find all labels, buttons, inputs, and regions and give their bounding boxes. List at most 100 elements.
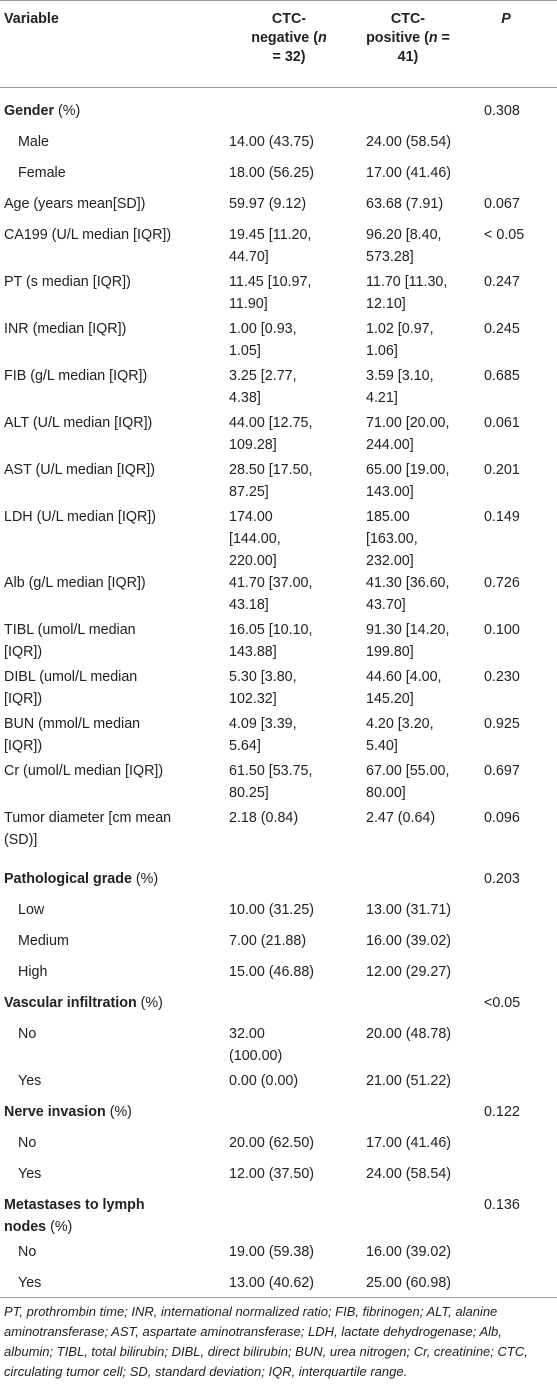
variable-label: No [18, 1135, 37, 1151]
section-label: Nerve invasion (%) [4, 1104, 132, 1120]
p-value: 0.136 [484, 1197, 520, 1213]
header-ctc-positive-line3: 41) [397, 49, 419, 65]
ctc-positive-value: 67.00 [55.00, 80.00] [366, 763, 450, 801]
variable-label: Alb (g/L median [IQR]) [4, 575, 146, 591]
ctc-negative-value: 20.00 (62.50) [229, 1135, 315, 1151]
section-label: Pathological grade (%) [4, 871, 159, 887]
variable-label: INR (median [IQR]) [4, 321, 127, 337]
ctc-negative-value: 0.00 (0.00) [229, 1073, 299, 1089]
ctc-negative-value: 19.00 (59.38) [229, 1244, 315, 1260]
ctc-positive-value: 2.47 (0.64) [366, 810, 436, 826]
p-value: 0.201 [484, 462, 520, 478]
ctc-positive-value: 41.30 [36.60, 43.70] [366, 575, 450, 613]
ctc-negative-value: 13.00 (40.62) [229, 1275, 315, 1291]
ctc-negative-value: 59.97 (9.12) [229, 196, 307, 212]
header-ctc-negative-line3: = 32) [272, 49, 306, 65]
ctc-negative-value: 14.00 (43.75) [229, 134, 315, 150]
header-rule [0, 87, 557, 88]
p-value: 0.247 [484, 274, 520, 290]
variable-label: LDH (U/L median [IQR]) [4, 509, 157, 525]
ctc-negative-value: 10.00 (31.25) [229, 902, 315, 918]
variable-label: Yes [18, 1073, 42, 1089]
p-value: 0.697 [484, 763, 520, 779]
ctc-positive-value: 63.68 (7.91) [366, 196, 444, 212]
ctc-positive-value: 96.20 [8.40, 573.28] [366, 227, 442, 265]
ctc-positive-value: 12.00 (29.27) [366, 964, 452, 980]
variable-label: High [18, 964, 48, 980]
header-p-value: P [501, 11, 511, 27]
ctc-negative-value: 1.00 [0.93, 1.05] [229, 321, 297, 359]
p-value: 0.230 [484, 669, 520, 685]
p-value: 0.100 [484, 622, 520, 638]
variable-label: PT (s median [IQR]) [4, 274, 131, 290]
variable-label: CA199 (U/L median [IQR]) [4, 227, 172, 243]
ctc-negative-value: 7.00 (21.88) [229, 933, 307, 949]
ctc-negative-value: 41.70 [37.00, 43.18] [229, 575, 313, 613]
section-label: Gender (%) [4, 103, 81, 119]
variable-label: ALT (U/L median [IQR]) [4, 415, 153, 431]
variable-label: Yes [18, 1166, 42, 1182]
ctc-positive-value: 17.00 (41.46) [366, 165, 452, 181]
section-label: Vascular infiltration (%) [4, 995, 163, 1011]
ctc-positive-value: 24.00 (58.54) [366, 134, 452, 150]
ctc-positive-value: 185.00 [163.00, 232.00] [366, 509, 418, 569]
ctc-negative-value: 15.00 (46.88) [229, 964, 315, 980]
p-value: <0.05 [484, 995, 521, 1011]
variable-label: No [18, 1026, 37, 1042]
variable-label: No [18, 1244, 37, 1260]
p-value: 0.685 [484, 368, 520, 384]
p-value: 0.925 [484, 716, 520, 732]
ctc-negative-value: 4.09 [3.39, 5.64] [229, 716, 297, 754]
ctc-negative-value: 61.50 [53.75, 80.25] [229, 763, 313, 801]
ctc-positive-value: 21.00 (51.22) [366, 1073, 452, 1089]
ctc-positive-value: 25.00 (60.98) [366, 1275, 452, 1291]
ctc-positive-value: 24.00 (58.54) [366, 1166, 452, 1182]
header-ctc-negative: CTC- negative (n = 32) [225, 10, 353, 67]
variable-label: BUN (mmol/L median [IQR]) [4, 716, 141, 754]
ctc-positive-value: 71.00 [20.00, 244.00] [366, 415, 450, 453]
ctc-negative-value: 3.25 [2.77, 4.38] [229, 368, 297, 406]
variable-label: Cr (umol/L median [IQR]) [4, 763, 164, 779]
p-value: 0.308 [484, 103, 520, 119]
variable-label: Low [18, 902, 45, 918]
p-value: 0.149 [484, 509, 520, 525]
ctc-negative-value: 174.00 [144.00, 220.00] [229, 509, 281, 569]
ctc-negative-value: 44.00 [12.75, 109.28] [229, 415, 313, 453]
ctc-positive-value: 16.00 (39.02) [366, 1244, 452, 1260]
section-label: Metastases to lymph nodes (%) [4, 1197, 145, 1235]
header-ctc-positive: CTC- positive (n = 41) [359, 10, 457, 67]
ctc-negative-value: 28.50 [17.50, 87.25] [229, 462, 313, 500]
header-variable: Variable [4, 11, 59, 27]
variable-label: FIB (g/L median [IQR]) [4, 368, 148, 384]
ctc-positive-value: 4.20 [3.20, 5.40] [366, 716, 434, 754]
variable-label: Medium [18, 933, 69, 949]
variable-label: Tumor diameter [cm mean (SD)] [4, 810, 172, 848]
ctc-positive-value: 17.00 (41.46) [366, 1135, 452, 1151]
table-bottom-rule [0, 1297, 557, 1298]
ctc-negative-value: 32.00 (100.00) [229, 1026, 283, 1064]
ctc-positive-value: 11.70 [11.30, 12.10] [366, 274, 448, 312]
p-value: 0.122 [484, 1104, 520, 1120]
ctc-positive-value: 20.00 (48.78) [366, 1026, 452, 1042]
ctc-positive-value: 44.60 [4.00, 145.20] [366, 669, 442, 707]
variable-label: DIBL (umol/L median [IQR]) [4, 669, 138, 707]
table-top-rule [0, 0, 557, 1]
ctc-negative-value: 5.30 [3.80, 102.32] [229, 669, 297, 707]
ctc-positive-value: 91.30 [14.20, 199.80] [366, 622, 450, 660]
header-ctc-positive-line1: CTC- [390, 11, 426, 27]
header-ctc-negative-line1: CTC- [271, 11, 307, 27]
ctc-negative-value: 12.00 (37.50) [229, 1166, 315, 1182]
ctc-negative-value: 2.18 (0.84) [229, 810, 299, 826]
ctc-negative-value: 18.00 (56.25) [229, 165, 315, 181]
header-ctc-positive-line2: positive (n = [366, 30, 450, 46]
ctc-positive-value: 1.02 [0.97, 1.06] [366, 321, 434, 359]
header-ctc-negative-line2: negative (n [251, 30, 327, 46]
variable-label: Female [18, 165, 66, 181]
ctc-negative-value: 11.45 [10.97, 11.90] [229, 274, 312, 312]
p-value: < 0.05 [484, 227, 525, 243]
table-footnote: PT, prothrombin time; INR, international… [4, 1304, 528, 1379]
p-value: 0.096 [484, 810, 520, 826]
variable-label: AST (U/L median [IQR]) [4, 462, 155, 478]
p-value: 0.067 [484, 196, 520, 212]
ctc-negative-value: 16.05 [10.10, 143.88] [229, 622, 313, 660]
